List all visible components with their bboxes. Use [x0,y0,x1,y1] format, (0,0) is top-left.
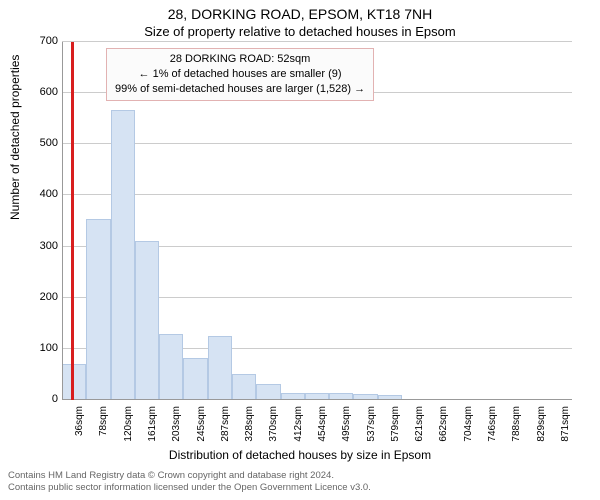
legend-line-3: 99% of semi-detached houses are larger (… [115,82,365,97]
x-tick-label: 537sqm [366,406,377,446]
chart-title-main: 28, DORKING ROAD, EPSOM, KT18 7NH [0,0,600,22]
x-tick-label: 287sqm [220,406,231,446]
y-tick-label: 700 [28,35,58,47]
y-tick-label: 300 [28,240,58,252]
y-tick-label: 200 [28,291,58,303]
marker-line [71,42,74,400]
legend-line-2: ← 1% of detached houses are smaller (9) [115,67,365,82]
bar [111,110,135,400]
legend-box: 28 DORKING ROAD: 52sqm ← 1% of detached … [106,48,374,101]
y-tick-label: 500 [28,137,58,149]
bar [135,241,159,400]
y-tick-label: 600 [28,86,58,98]
bar [208,336,232,400]
x-tick-label: 579sqm [390,406,401,446]
y-axis-line [62,42,63,400]
legend-line-1: 28 DORKING ROAD: 52sqm [115,52,365,67]
y-tick-label: 100 [28,342,58,354]
x-axis-title: Distribution of detached houses by size … [0,448,600,462]
bar [183,358,207,400]
x-tick-label: 788sqm [511,406,522,446]
x-tick-label: 746sqm [487,406,498,446]
x-tick-label: 495sqm [341,406,352,446]
footer-line-1: Contains HM Land Registry data © Crown c… [8,470,371,482]
y-tick-label: 0 [28,393,58,405]
x-tick-label: 161sqm [147,406,158,446]
bar [256,384,280,400]
x-tick-label: 36sqm [74,406,85,446]
x-tick-label: 412sqm [293,406,304,446]
x-axis-line [62,399,572,400]
x-tick-label: 454sqm [317,406,328,446]
x-tick-label: 78sqm [98,406,109,446]
x-tick-label: 621sqm [414,406,425,446]
x-tick-label: 203sqm [171,406,182,446]
footer: Contains HM Land Registry data © Crown c… [8,470,371,494]
x-tick-label: 120sqm [123,406,134,446]
x-tick-label: 328sqm [244,406,255,446]
bar [86,219,110,400]
footer-line-2: Contains public sector information licen… [8,482,371,494]
x-tick-label: 871sqm [560,406,571,446]
bar [159,334,183,400]
y-axis-title: Number of detached properties [8,55,22,220]
x-tick-label: 704sqm [463,406,474,446]
y-tick-label: 400 [28,188,58,200]
chart-title-sub: Size of property relative to detached ho… [0,22,600,39]
x-tick-label: 370sqm [268,406,279,446]
x-tick-label: 829sqm [536,406,547,446]
bar [232,374,256,400]
x-tick-label: 245sqm [196,406,207,446]
x-tick-label: 662sqm [438,406,449,446]
